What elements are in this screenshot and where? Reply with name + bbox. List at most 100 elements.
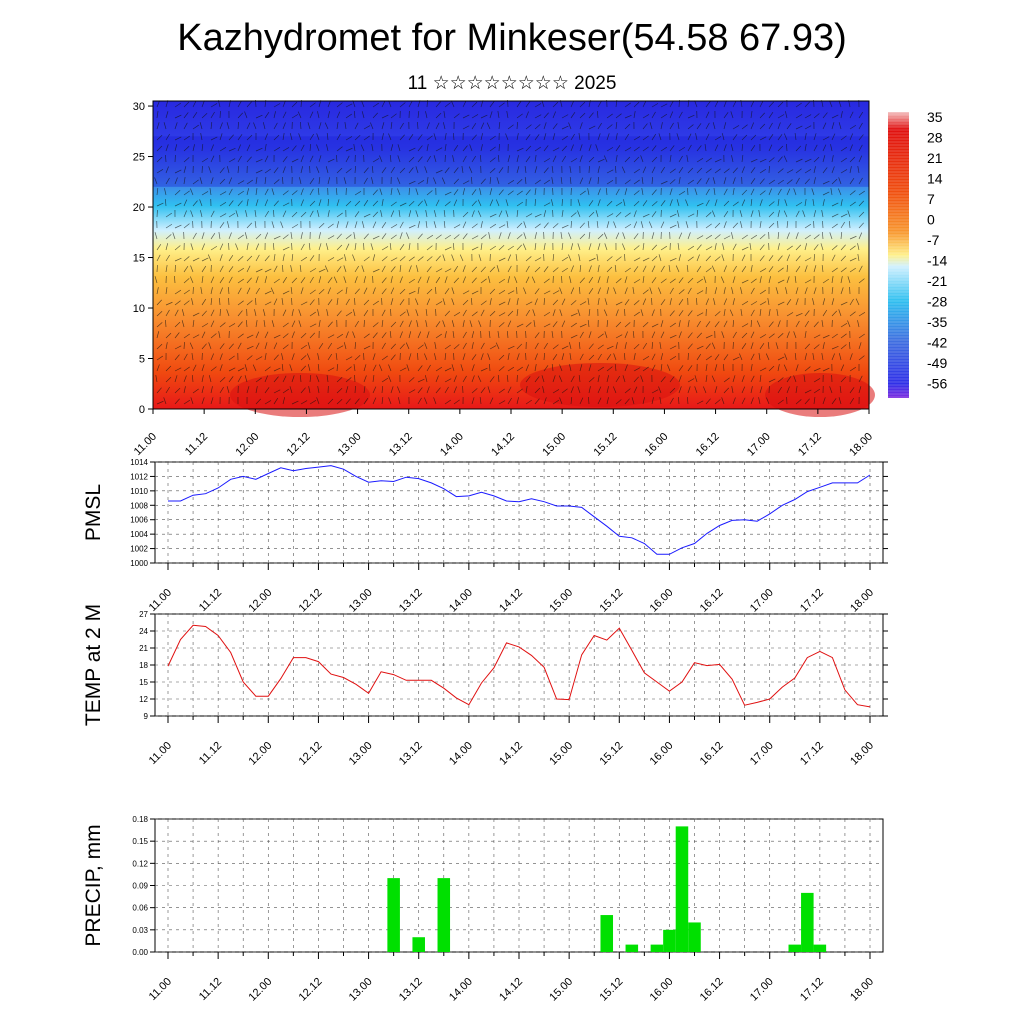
wind-barb — [381, 114, 389, 119]
wind-barb — [354, 191, 362, 196]
wind-barb — [570, 243, 574, 251]
wind-barb — [525, 101, 531, 108]
wind-barb — [696, 345, 704, 350]
wind-barb — [669, 397, 674, 405]
wind-barb — [678, 254, 682, 262]
wind-barb — [496, 177, 500, 185]
wind-barb — [255, 276, 259, 284]
wind-barb — [408, 331, 412, 339]
wind-barb — [568, 232, 572, 240]
wind-barb — [660, 320, 664, 328]
xs-y-tick-label: 10 — [133, 303, 145, 315]
wind-barb — [678, 386, 682, 394]
wind-barb — [759, 334, 767, 339]
wind-barb — [849, 366, 857, 372]
wind-barb — [210, 245, 218, 251]
wind-barb — [831, 287, 834, 295]
wind-barb — [577, 243, 581, 251]
precip-bar — [600, 915, 614, 952]
wind-barb — [525, 301, 533, 306]
wind-barb — [777, 188, 782, 196]
wind-barb — [408, 201, 415, 207]
wind-barb — [237, 287, 242, 295]
wind-barb — [380, 210, 383, 218]
wind-barb — [390, 386, 394, 394]
wind-barb — [408, 320, 412, 328]
wind-barb — [291, 158, 299, 163]
wind-barb — [300, 232, 303, 240]
wind-barb — [327, 100, 331, 108]
wind-barb — [857, 254, 860, 262]
wind-barb — [434, 342, 437, 350]
wind-barb — [858, 200, 865, 207]
wind-barb — [587, 188, 590, 196]
wind-barb — [777, 267, 784, 273]
wind-barb — [606, 213, 614, 218]
wind-barb — [561, 198, 563, 207]
wind-barb — [273, 134, 280, 141]
wind-barb — [597, 176, 599, 185]
wind-barb — [459, 254, 464, 262]
wind-barb — [163, 122, 167, 130]
wind-barb — [273, 298, 278, 306]
wind-barb — [389, 155, 392, 163]
wind-barb — [174, 224, 182, 229]
wind-barb — [336, 244, 343, 251]
wind-barb — [640, 375, 644, 383]
wind-barb — [408, 147, 416, 152]
wind-barb — [156, 264, 158, 273]
wind-barb — [723, 298, 728, 306]
wind-barb — [804, 234, 811, 240]
wind-barb — [219, 343, 225, 350]
wind-barb — [831, 166, 835, 174]
wind-barb — [462, 221, 467, 229]
wind-barb — [219, 254, 223, 262]
wind-barb — [471, 246, 479, 251]
wind-barb — [471, 114, 479, 119]
wind-barb — [489, 168, 496, 174]
wind-barb — [561, 125, 569, 130]
wind-barb — [497, 331, 500, 339]
wind-barb — [354, 354, 361, 361]
wind-barb — [768, 112, 774, 119]
wind-barb — [622, 375, 626, 383]
wind-barb — [588, 354, 595, 361]
wind-barb — [561, 320, 566, 328]
wind-barb — [732, 319, 735, 328]
wind-barb — [480, 122, 485, 130]
wind-barb — [174, 332, 180, 339]
xs-x-tick-label: 14.12 — [489, 431, 517, 459]
wind-barb — [318, 177, 321, 185]
wind-barb — [199, 122, 203, 130]
wind-barb — [687, 386, 691, 394]
wind-barb — [768, 134, 774, 141]
wind-barb — [255, 377, 262, 383]
pmsl-x-tick-label: 11.12 — [197, 587, 224, 614]
wind-barb — [397, 155, 401, 163]
wind-barb — [525, 213, 533, 218]
wind-barb — [425, 210, 428, 218]
wind-barb — [633, 101, 640, 108]
wind-barb — [783, 364, 788, 372]
wind-barb — [569, 276, 572, 284]
wind-barb — [498, 244, 505, 251]
wind-barb — [651, 331, 656, 339]
wind-barb — [498, 189, 504, 196]
wind-barb — [354, 297, 356, 306]
wind-barb — [804, 169, 812, 174]
xs-x-tick-label: 12.00 — [233, 431, 261, 459]
wind-barb — [596, 110, 599, 119]
wind-barb — [479, 154, 482, 163]
wind-barb — [406, 309, 410, 317]
wind-barb — [156, 299, 162, 306]
wind-barb — [471, 122, 477, 130]
wind-barb — [363, 242, 365, 251]
wind-barb — [498, 232, 502, 240]
wind-barb — [507, 397, 512, 405]
wind-barb — [624, 156, 631, 163]
wind-barb — [795, 177, 800, 185]
wind-barb — [345, 377, 352, 383]
wind-barb — [264, 366, 271, 372]
y-tick-label: 0.06 — [132, 904, 148, 913]
wind-barb — [777, 364, 780, 372]
